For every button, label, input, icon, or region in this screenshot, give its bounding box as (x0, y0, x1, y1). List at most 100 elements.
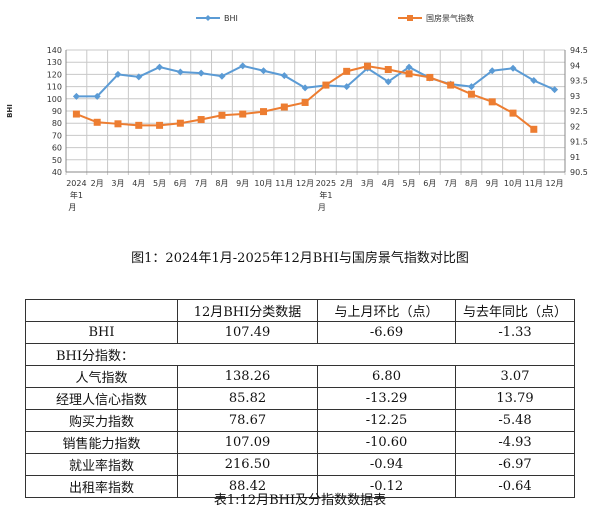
data-point (239, 110, 247, 118)
data-point (488, 98, 496, 106)
cell: 107.49 (177, 321, 318, 344)
x-tick-label: 9月 (236, 179, 249, 188)
y-tick-label: 50 (52, 156, 62, 165)
data-point (384, 78, 392, 86)
data-point (156, 63, 164, 71)
data-point (72, 110, 80, 118)
data-point (530, 125, 538, 133)
cell: -4.93 (455, 431, 575, 454)
y-tick-label: 140 (47, 46, 62, 55)
data-point (93, 118, 101, 126)
x-tick-label: 10月 (504, 179, 522, 188)
x-tick-label: 3月 (111, 179, 124, 188)
x-tick-label: 10月 (254, 179, 272, 188)
cell: -12.25 (317, 409, 456, 432)
x-tick-label: 3月 (361, 179, 374, 188)
x-tick-label: 5月 (153, 179, 166, 188)
data-point (114, 120, 122, 128)
x-tick-label: 7月 (195, 179, 208, 188)
y2-tick-label: 94.5 (570, 46, 588, 55)
x-tick-label: 11月 (275, 179, 293, 188)
data-point (260, 67, 268, 75)
data-point (551, 86, 559, 94)
legend-marker (407, 15, 413, 21)
y-tick-label: 40 (52, 168, 62, 177)
cell: 6.80 (317, 365, 456, 388)
data-point (280, 103, 288, 111)
y-tick-label: 80 (52, 119, 62, 128)
data-point (135, 73, 143, 81)
y2-tick-label: 92.5 (570, 107, 588, 116)
data-point (426, 73, 434, 81)
legend-marker (205, 15, 211, 21)
cell: 216.50 (177, 453, 318, 476)
x-tick-label: 2025 (316, 179, 336, 188)
data-point (176, 68, 184, 76)
data-point (301, 84, 309, 92)
data-point (322, 81, 330, 89)
y2-tick-label: 91.5 (570, 138, 588, 147)
cell: 就业率指数 (25, 453, 178, 476)
data-point (467, 90, 475, 98)
x-tick-label: 7月 (444, 179, 457, 188)
data-point (218, 72, 226, 80)
y2-tick-label: 90.5 (570, 168, 588, 177)
cell: BHI (25, 321, 178, 344)
y2-tick-label: 92 (570, 122, 580, 131)
x-tick-label: 4月 (382, 179, 395, 188)
cell: -6.97 (455, 453, 575, 476)
cell: -0.12 (317, 475, 456, 498)
x-tick-label: 月 (68, 203, 76, 212)
data-point (280, 72, 288, 80)
figure-caption: 图1：2024年1月-2025年12月BHI与国房景气指数对比图 (131, 251, 469, 266)
cell: 经理人信心指数 (25, 387, 178, 410)
cell: 85.82 (177, 387, 318, 410)
bhi-data-table: 12月BHI分类数据 与上月环比（点） 与去年同比（点） BHI 107.49 … (25, 299, 575, 498)
x-tick-label: 12月 (296, 179, 314, 188)
header-cell (25, 299, 178, 322)
series-line-0 (76, 64, 556, 98)
data-point (72, 92, 80, 100)
x-tick-label: 2月 (340, 179, 353, 188)
table-row: 就业率指数 216.50 -0.94 -6.97 (25, 453, 575, 476)
y2-tick-label: 94 (570, 61, 580, 70)
data-point (218, 111, 226, 119)
cell: -6.69 (317, 321, 456, 344)
data-point (384, 66, 392, 74)
y-tick-label: 130 (47, 58, 62, 67)
table-row: 购买力指数 78.67 -12.25 -5.48 (25, 409, 575, 432)
data-point (405, 70, 413, 78)
cell: 销售能力指数 (25, 431, 178, 454)
cell: 78.67 (177, 409, 318, 432)
cell: -0.64 (455, 475, 575, 498)
cell: 人气指数 (25, 365, 178, 388)
cell: 3.07 (455, 365, 575, 388)
data-point (156, 121, 164, 129)
header-cell: 与去年同比（点） (455, 299, 575, 322)
y-tick-label: 60 (52, 144, 62, 153)
legend-label: BHI (224, 14, 238, 23)
data-point (447, 81, 455, 89)
data-point (239, 62, 247, 70)
table-header-row: 12月BHI分类数据 与上月环比（点） 与去年同比（点） (25, 299, 575, 322)
y-tick-label: 70 (52, 131, 62, 140)
data-point (488, 67, 496, 75)
header-cell: 12月BHI分类数据 (177, 299, 318, 322)
y-tick-label: 100 (47, 95, 62, 104)
data-point (530, 77, 538, 84)
header-cell: 与上月环比（点） (317, 299, 456, 322)
table-row: 人气指数 138.26 6.80 3.07 (25, 365, 575, 388)
data-point (301, 98, 309, 106)
legend-label: 国房景气指数 (426, 13, 474, 23)
comparison-chart: 40 50 60 70 80 90 100 110 120 130 140 90.5 91 91.5 92 9… (6, 13, 588, 212)
x-tick-label: 年1 (70, 190, 83, 200)
x-tick-label: 4月 (132, 179, 145, 188)
x-tick-label: 12月 (546, 179, 564, 188)
x-tick-label: 2024 (66, 179, 86, 188)
data-point (260, 108, 268, 116)
cell: -1.33 (455, 321, 575, 344)
table-section-row: BHI分指数： (25, 343, 575, 366)
cell: -0.94 (317, 453, 456, 476)
cell: -13.29 (317, 387, 456, 410)
y2-tick-label: 93.5 (570, 77, 588, 86)
